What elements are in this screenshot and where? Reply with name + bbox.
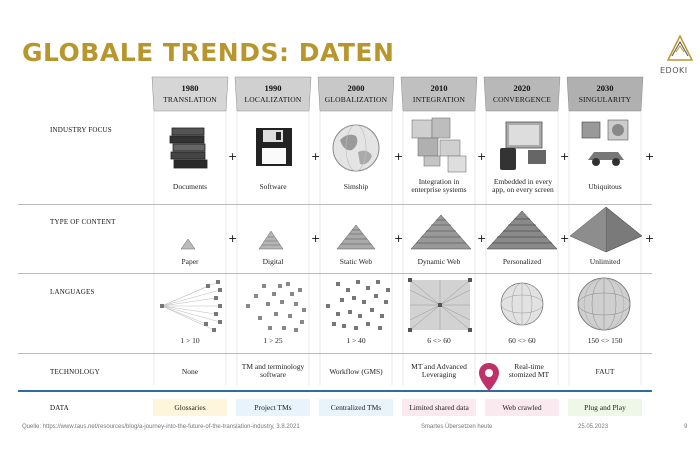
- devices-icon: [500, 121, 546, 170]
- floppy-disk-icon: [256, 128, 292, 166]
- data-row-divider: [18, 390, 652, 392]
- plus-sign: +: [228, 150, 238, 163]
- column-year: 1990: [264, 83, 282, 93]
- pyramid-unlimited-icon: [569, 206, 643, 253]
- plus-sign: +: [228, 232, 238, 245]
- pyramid-digital-icon: [258, 230, 284, 250]
- pyramid-dynamic-web-icon: [410, 214, 472, 250]
- row-divider: [18, 204, 652, 205]
- plus-sign: +: [560, 232, 570, 245]
- network-1-to-40-icon: [326, 280, 390, 330]
- column-year: 2030: [596, 83, 614, 93]
- languages-item: 1 > 10: [180, 336, 200, 345]
- plus-sign: +: [394, 150, 404, 163]
- type-of-content-item: Paper: [181, 257, 199, 266]
- pyramid-paper-icon: [180, 238, 196, 250]
- technology-item: FAUT: [595, 367, 615, 376]
- column-year: 1980: [181, 83, 199, 93]
- globe-icon: [332, 124, 380, 172]
- technology-item: Real-time stomized MT: [508, 362, 550, 379]
- languages-item: 1 > 40: [346, 336, 366, 345]
- plus-sign: +: [560, 150, 570, 163]
- plus-sign: +: [477, 150, 487, 163]
- sphere-60-to-60-icon: [500, 282, 544, 326]
- row-divider: [18, 273, 652, 274]
- column-year: 2020: [513, 83, 531, 93]
- location-pin-icon: [479, 363, 499, 391]
- type-of-content-item: Digital: [262, 257, 284, 266]
- industry-focus-item: Software: [259, 182, 287, 191]
- row-label-technology: TECHNOLOGY: [50, 368, 100, 376]
- technology-item: None: [181, 367, 199, 376]
- appliances-icon: [581, 119, 629, 166]
- plus-sign: +: [645, 150, 655, 163]
- column-header-1990: 1990 LOCALIZATION: [235, 77, 311, 111]
- sphere-150-to-150-icon: [577, 277, 631, 331]
- column-name: SINGULARITY: [578, 95, 632, 104]
- data-item-web-crawled: Web crawled: [485, 399, 559, 416]
- puzzle-icon: [411, 117, 467, 173]
- row-divider: [18, 353, 652, 354]
- column-name: CONVERGENCE: [492, 95, 552, 104]
- industry-focus-item: Documents: [172, 182, 208, 191]
- column-year: 2010: [430, 83, 448, 93]
- pyramid-static-web-icon: [336, 224, 376, 250]
- plus-sign: +: [311, 232, 321, 245]
- edoki-logo-icon: [666, 34, 694, 61]
- data-item-centralized-tms: Centralized TMs: [319, 399, 393, 416]
- languages-item: 150 <> 150: [587, 336, 623, 345]
- data-item-plug-and-play: Plug and Play: [568, 399, 642, 416]
- row-label-languages: LANGUAGES: [50, 288, 95, 296]
- network-6-to-60-icon: [408, 278, 472, 332]
- languages-item: 6 <> 60: [427, 336, 451, 345]
- footer-source: Quelle: https://www.taus.net/resources/b…: [22, 424, 300, 430]
- column-header-2030: 2030 SINGULARITY: [567, 77, 643, 111]
- languages-item: 60 <> 60: [508, 336, 536, 345]
- technology-item: MT and Advanced Leveraging: [411, 362, 467, 379]
- industry-focus-item: Ubiquitous: [588, 182, 622, 191]
- network-1-to-10-icon: [160, 280, 222, 332]
- row-label-data: DATA: [50, 404, 69, 412]
- column-name: LOCALIZATION: [244, 95, 302, 104]
- data-item-limited-shared-data: Limited shared data: [402, 399, 476, 416]
- industry-focus-item: Simship: [343, 182, 369, 191]
- plus-sign: +: [645, 232, 655, 245]
- logo-text: EDOKI: [660, 66, 688, 75]
- column-header-2010: 2010 INTEGRATION: [401, 77, 477, 111]
- column-header-2000: 2000 GLOBALIZATION: [318, 77, 394, 111]
- data-item-glossaries: Glossaries: [153, 399, 227, 416]
- pyramid-personalized-icon: [486, 210, 558, 250]
- slide-title: GLOBALE TRENDS: DATEN: [22, 38, 395, 67]
- column-name: INTEGRATION: [412, 95, 466, 104]
- technology-item: Workflow (GMS): [329, 367, 383, 376]
- column-header-1980: 1980 TRANSLATION: [152, 77, 228, 111]
- type-of-content-item: Static Web: [339, 257, 373, 266]
- row-label-industry-focus: INDUSTRY FOCUS: [50, 126, 112, 134]
- row-label-type-of-content: TYPE OF CONTENT: [50, 218, 116, 226]
- footer-page-number: 9: [684, 424, 688, 430]
- plus-sign: +: [394, 232, 404, 245]
- column-name: GLOBALIZATION: [324, 95, 388, 104]
- industry-focus-item: Embedded in every app, on every screen: [492, 177, 554, 194]
- plus-sign: +: [477, 232, 487, 245]
- books-icon: [169, 127, 208, 169]
- footer-date: 25.05.2023: [578, 424, 609, 430]
- plus-sign: +: [311, 150, 321, 163]
- type-of-content-item: Unlimited: [589, 257, 621, 266]
- column-header-2020: 2020 CONVERGENCE: [484, 77, 560, 111]
- languages-item: 1 > 25: [263, 336, 283, 345]
- column-name: TRANSLATION: [163, 95, 217, 104]
- industry-focus-item: Integration in enterprise systems: [411, 177, 467, 194]
- type-of-content-item: Personalized: [502, 257, 542, 266]
- data-item-project-tms: Project TMs: [236, 399, 310, 416]
- technology-item: TM and terminology software: [241, 362, 305, 379]
- network-1-to-25-icon: [246, 282, 306, 332]
- column-year: 2000: [347, 83, 365, 93]
- footer-center: Smartes Übersetzen heute: [421, 424, 493, 430]
- type-of-content-item: Dynamic Web: [417, 257, 461, 266]
